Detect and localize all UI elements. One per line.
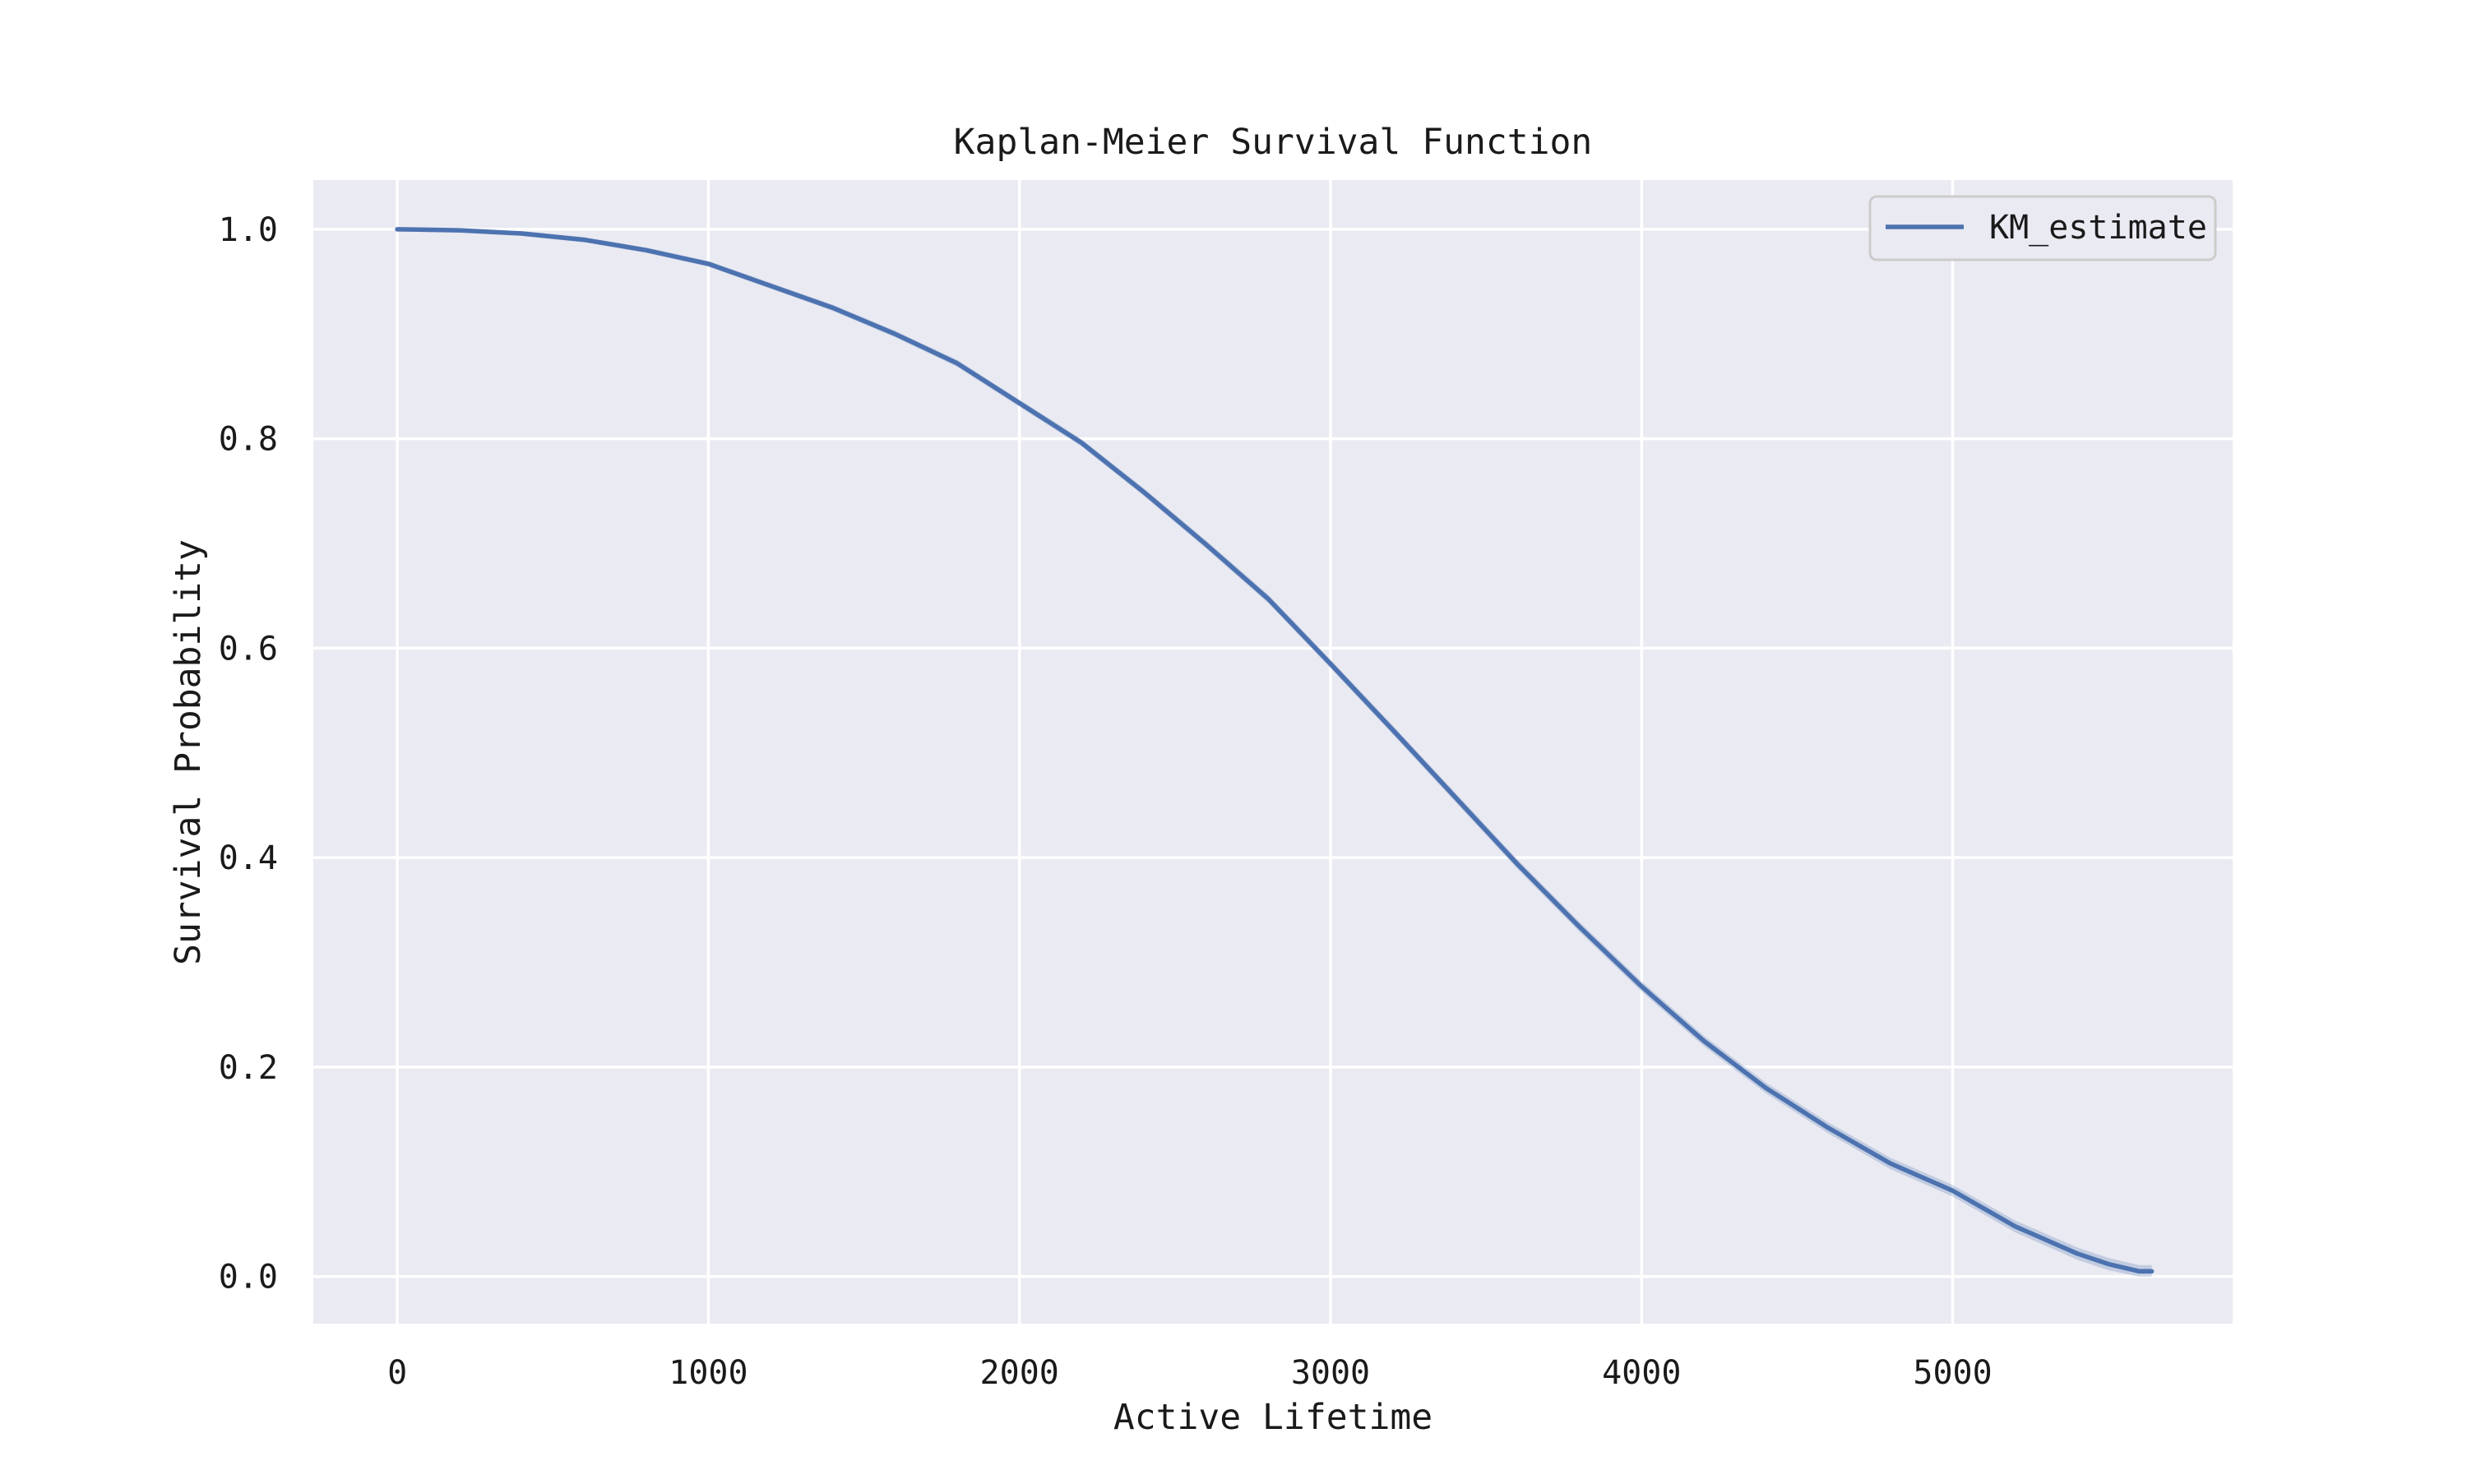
y-tick-label: 0.8	[219, 421, 278, 459]
grid-lines	[313, 180, 2233, 1324]
tick-labels: 0 1000 2000 3000 4000 5000 0.0 0.2 0.4 0.6 0.8 1.0	[219, 211, 1993, 1392]
x-tick-label: 1000	[669, 1354, 748, 1392]
y-axis-label: Survival Probability	[168, 539, 209, 965]
series-layer	[395, 227, 2155, 1274]
y-tick-label: 0.2	[219, 1049, 278, 1087]
series-line-km-estimate	[395, 227, 2155, 1274]
x-tick-label: 2000	[980, 1354, 1059, 1392]
y-tick-label: 1.0	[219, 211, 278, 249]
legend-label-km-estimate: KM_estimate	[1989, 209, 2207, 247]
x-tick-label: 4000	[1602, 1354, 1681, 1392]
y-tick-label: 0.6	[219, 630, 278, 668]
legend-frame	[1868, 195, 2217, 261]
x-tick-label: 0	[387, 1354, 407, 1392]
y-tick-label: 0.0	[219, 1259, 278, 1297]
x-axis-label: Active Lifetime	[1113, 1397, 1433, 1438]
x-tick-label: 5000	[1913, 1354, 1992, 1392]
x-tick-label: 3000	[1291, 1354, 1370, 1392]
plot-area	[313, 180, 2233, 1324]
y-tick-label: 0.4	[219, 839, 278, 877]
chart-title: Kaplan-Meier Survival Function	[954, 122, 1593, 163]
legend: KM_estimate	[1868, 195, 2217, 261]
